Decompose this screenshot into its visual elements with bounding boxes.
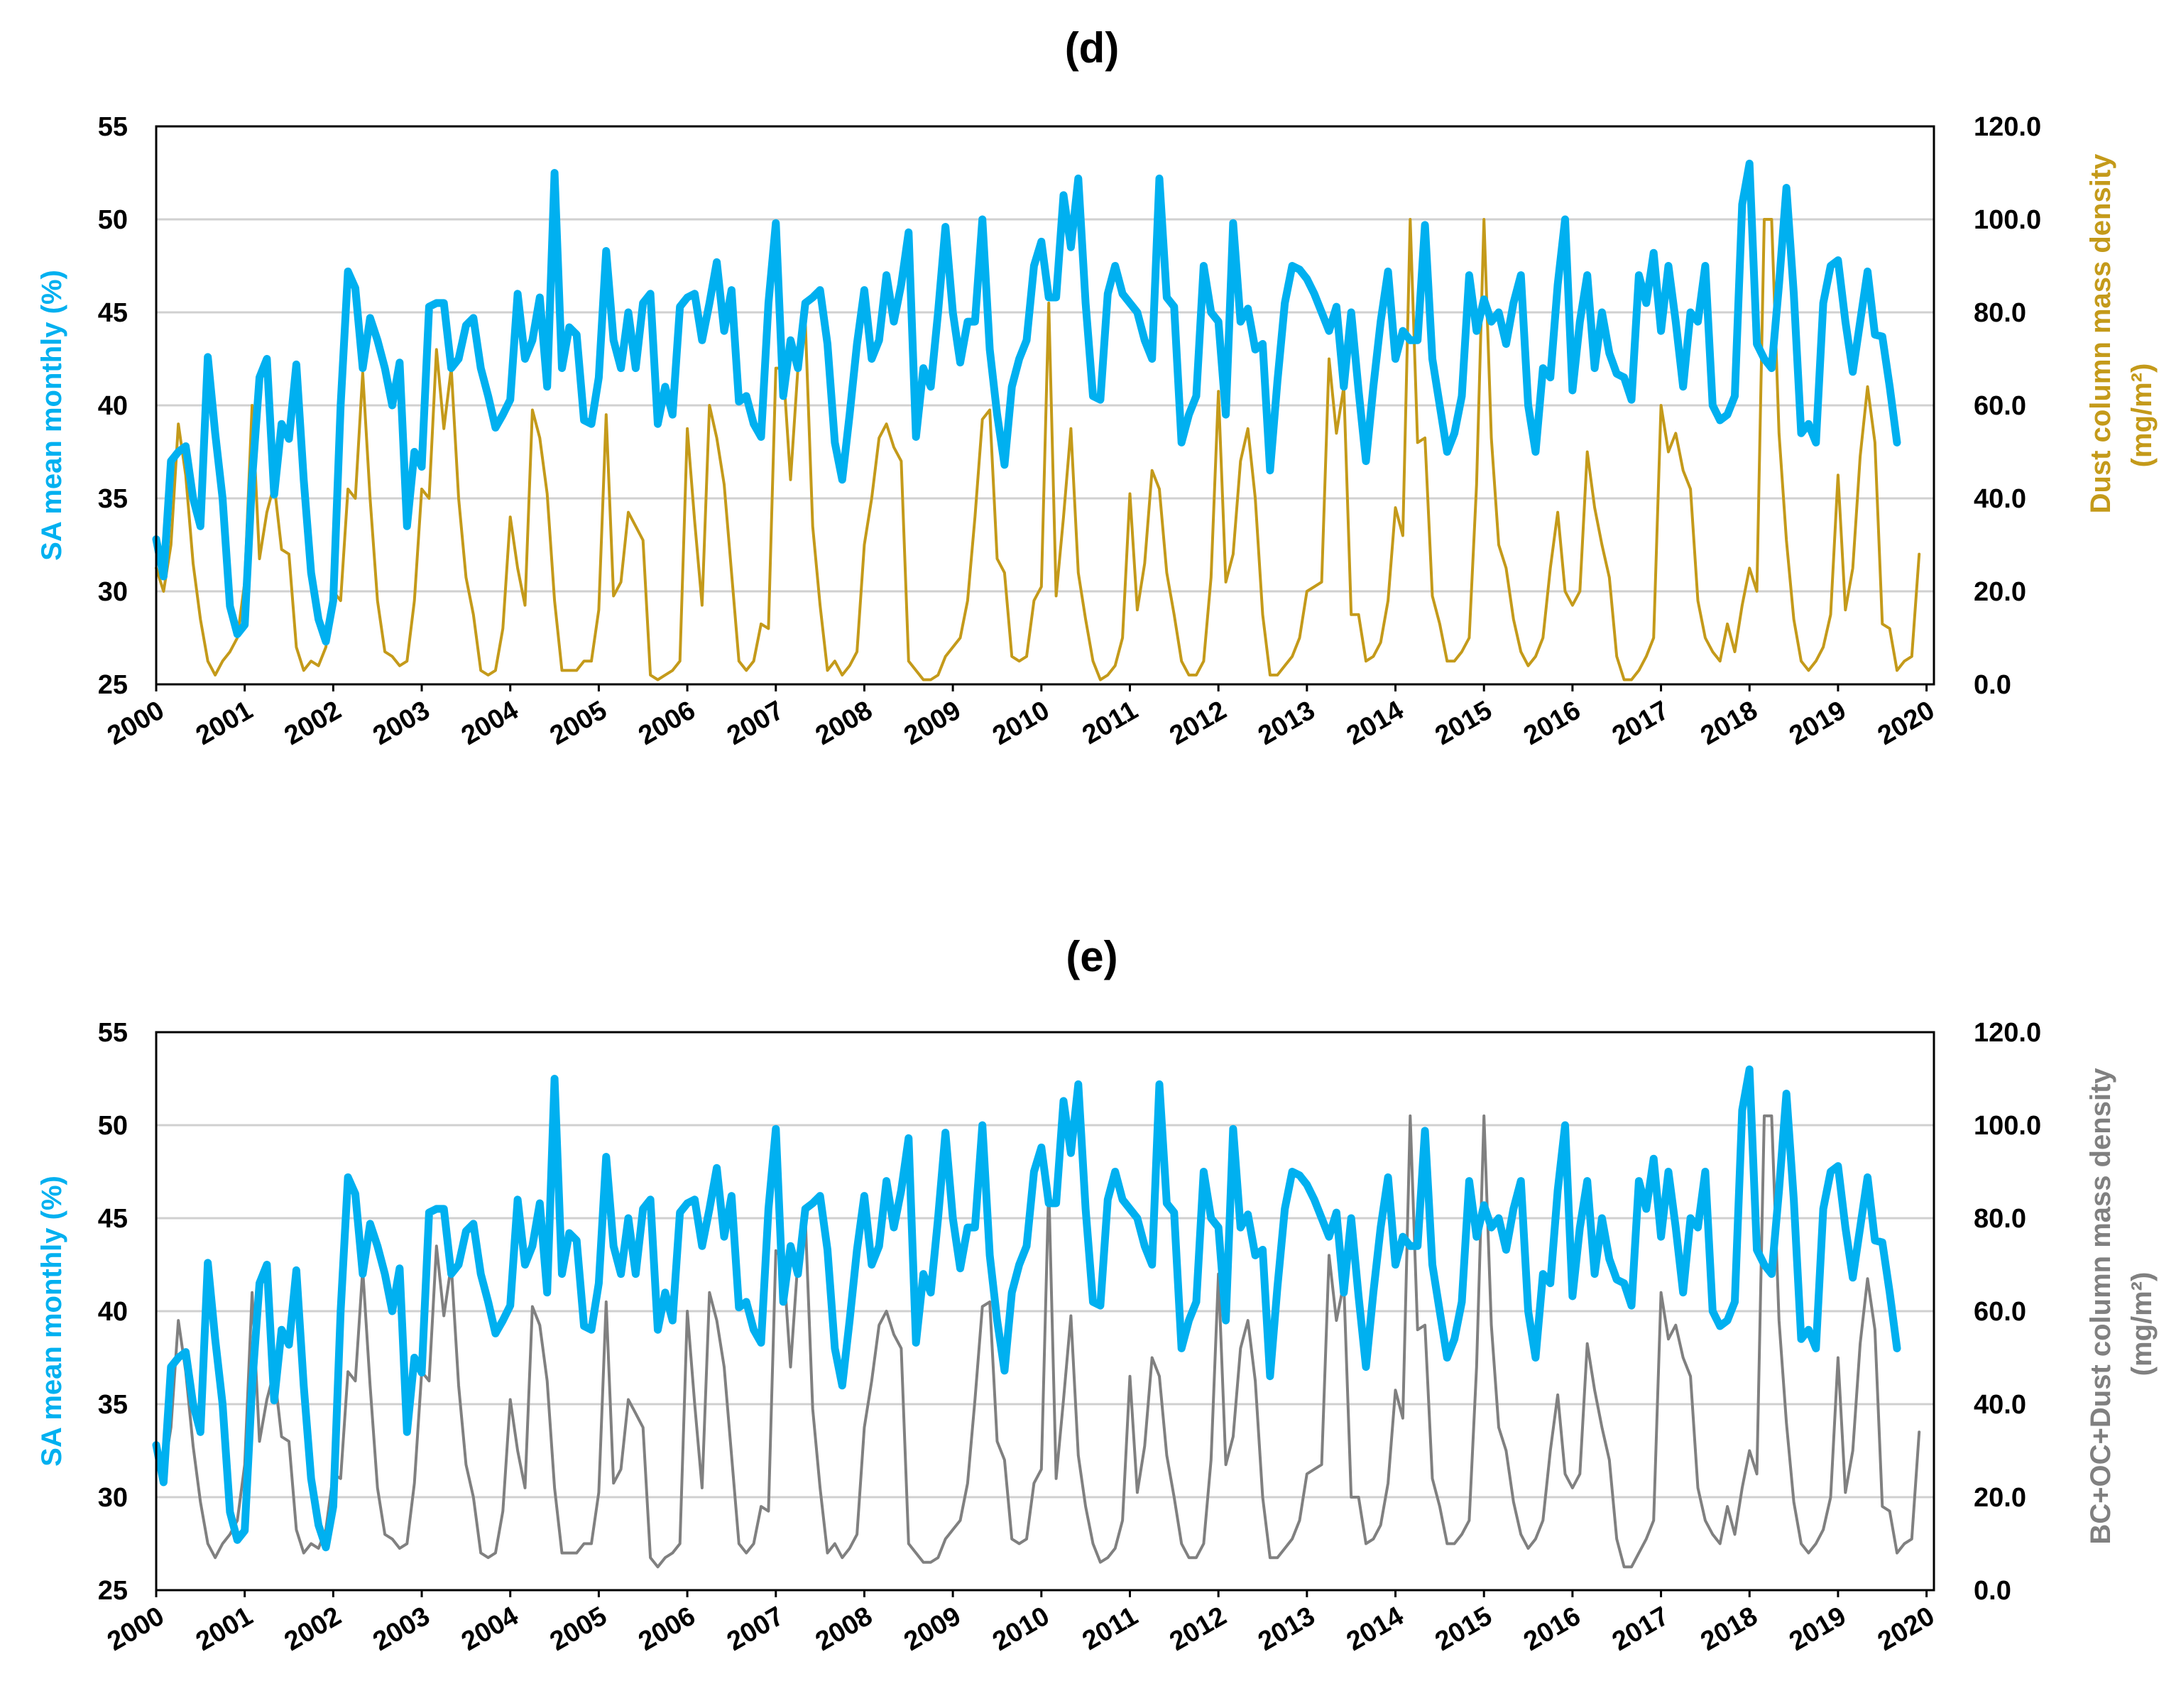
left-axis-tick-label: 55 (98, 1018, 128, 1048)
sa-series-line (152, 159, 1901, 646)
right-axis-tick-label: 120.0 (1974, 112, 2041, 142)
left-axis-tick-label: 25 (98, 1576, 128, 1606)
panel-e-right-axis-ticks: 120.0 100.0 80.0 60.0 40.0 20.0 0.0 (1974, 1018, 2041, 1606)
panel-e-right-axis-title-line2: (mg/m²) (2126, 1272, 2158, 1376)
panel-d-x-axis-ticks: 2000 2001 2002 2003 2004 2005 2006 2007 2008 2009… (102, 684, 1940, 751)
right-axis-tick-label: 60.0 (1974, 1297, 2026, 1327)
x-axis-tick-label: 2015 (1430, 695, 1497, 751)
panel-e-left-axis-ticks: 55 50 45 40 35 30 25 (98, 1018, 128, 1606)
x-axis-tick-label: 2010 (988, 1601, 1054, 1657)
panel-d-title: (d) (1065, 24, 1120, 72)
right-axis-tick-label: 20.0 (1974, 1483, 2026, 1513)
x-axis-tick-label: 2007 (722, 1601, 789, 1657)
x-axis-tick-label: 2011 (1078, 695, 1143, 750)
x-axis-tick-label: 2003 (368, 695, 434, 751)
panel-d-left-axis-title: SA mean monthly (%) (36, 270, 67, 561)
panel-d-right-axis-title-line2: (mg/m²) (2126, 363, 2158, 468)
left-axis-tick-label: 50 (98, 1111, 128, 1141)
x-axis-tick-label: 2019 (1784, 695, 1851, 751)
x-axis-tick-label: 2005 (545, 695, 612, 751)
sa-series-line (152, 1065, 1901, 1552)
panel-e: (e) 55 50 45 40 35 30 25 120.0 100.0 80.0 60.0 40.… (36, 933, 2158, 1657)
x-axis-tick-label: 2009 (899, 1601, 966, 1657)
panel-e-plot-frame (155, 1031, 1935, 1592)
x-axis-tick-label: 2009 (899, 695, 966, 751)
x-axis-tick-label: 2010 (988, 695, 1054, 751)
left-axis-tick-label: 40 (98, 391, 128, 421)
x-axis-tick-label: 2004 (457, 1601, 523, 1657)
panel-e-title: (e) (1066, 933, 1117, 980)
panel-d-right-axis-title-line1: Dust column mass density (2085, 153, 2116, 514)
x-axis-tick-label: 2006 (633, 1601, 700, 1657)
x-axis-tick-label: 2008 (811, 1601, 878, 1657)
x-axis-tick-label: 2011 (1078, 1601, 1143, 1656)
x-axis-tick-label: 2001 (191, 1601, 258, 1657)
x-axis-tick-label: 2000 (102, 1601, 169, 1657)
x-axis-tick-label: 2019 (1784, 1601, 1851, 1657)
panel-d-right-axis-ticks: 120.0 100.0 80.0 60.0 40.0 20.0 0.0 (1974, 112, 2041, 700)
left-axis-tick-label: 35 (98, 1390, 128, 1420)
x-axis-tick-label: 2012 (1164, 695, 1231, 751)
panel-d-left-axis-ticks: 55 50 45 40 35 30 25 (98, 112, 128, 700)
x-axis-tick-label: 2018 (1696, 695, 1763, 751)
left-axis-tick-label: 40 (98, 1297, 128, 1327)
right-axis-tick-label: 80.0 (1974, 298, 2026, 328)
panel-d: (d) 55 50 45 40 35 30 25 120.0 100.0 80.0 60.0 40.… (36, 24, 2158, 751)
left-axis-tick-label: 35 (98, 484, 128, 514)
x-axis-tick-label: 2016 (1519, 695, 1585, 751)
x-axis-tick-label: 2012 (1164, 1601, 1231, 1657)
right-axis-tick-label: 100.0 (1974, 205, 2041, 235)
x-axis-tick-label: 2014 (1342, 1601, 1409, 1657)
x-axis-tick-label: 2016 (1519, 1601, 1585, 1657)
left-axis-tick-label: 30 (98, 1483, 128, 1513)
right-axis-tick-label: 100.0 (1974, 1111, 2041, 1141)
panel-e-gridlines (156, 1124, 1934, 1499)
x-axis-tick-label: 2001 (191, 695, 258, 751)
right-axis-tick-label: 0.0 (1974, 1576, 2011, 1606)
left-axis-tick-label: 55 (98, 112, 128, 142)
right-axis-tick-label: 0.0 (1974, 670, 2011, 700)
panel-e-series (152, 1065, 1921, 1569)
panel-e-x-axis-ticks: 2000 2001 2002 2003 2004 2005 2006 2007 2008 2009… (102, 1590, 1940, 1657)
x-axis-tick-label: 2008 (811, 695, 878, 751)
left-axis-tick-label: 30 (98, 577, 128, 607)
x-axis-tick-label: 2002 (280, 1601, 346, 1657)
right-axis-tick-label: 40.0 (1974, 484, 2026, 514)
left-axis-tick-label: 25 (98, 670, 128, 700)
x-axis-tick-label: 2013 (1253, 695, 1320, 751)
density-series-line (155, 218, 1921, 681)
right-axis-tick-label: 20.0 (1974, 577, 2026, 607)
panel-d-series (152, 159, 1921, 681)
x-axis-tick-label: 2017 (1607, 1601, 1674, 1657)
right-axis-tick-label: 80.0 (1974, 1204, 2026, 1234)
left-axis-tick-label: 50 (98, 205, 128, 235)
x-axis-tick-label: 2007 (722, 695, 789, 751)
x-axis-tick-label: 2015 (1430, 1601, 1497, 1657)
x-axis-tick-label: 2004 (457, 695, 523, 751)
x-axis-tick-label: 2005 (545, 1601, 612, 1657)
right-axis-tick-label: 60.0 (1974, 391, 2026, 421)
x-axis-tick-label: 2014 (1342, 695, 1409, 751)
x-axis-tick-label: 2003 (368, 1601, 434, 1657)
x-axis-tick-label: 2000 (102, 695, 169, 751)
x-axis-tick-label: 2017 (1607, 695, 1674, 751)
x-axis-tick-label: 2020 (1873, 695, 1940, 751)
x-axis-tick-label: 2020 (1873, 1601, 1940, 1657)
panel-e-right-axis-title-line1: BC+OC+Dust column mass density (2085, 1068, 2116, 1545)
left-axis-tick-label: 45 (98, 298, 128, 328)
x-axis-tick-label: 2002 (280, 695, 346, 751)
x-axis-tick-label: 2013 (1253, 1601, 1320, 1657)
right-axis-tick-label: 40.0 (1974, 1390, 2026, 1420)
left-axis-tick-label: 45 (98, 1204, 128, 1234)
x-axis-tick-label: 2018 (1696, 1601, 1763, 1657)
panel-e-left-axis-title: SA mean monthly (%) (36, 1176, 67, 1467)
x-axis-tick-label: 2006 (633, 695, 700, 751)
right-axis-tick-label: 120.0 (1974, 1018, 2041, 1048)
panel-d-plot-frame (155, 125, 1935, 686)
